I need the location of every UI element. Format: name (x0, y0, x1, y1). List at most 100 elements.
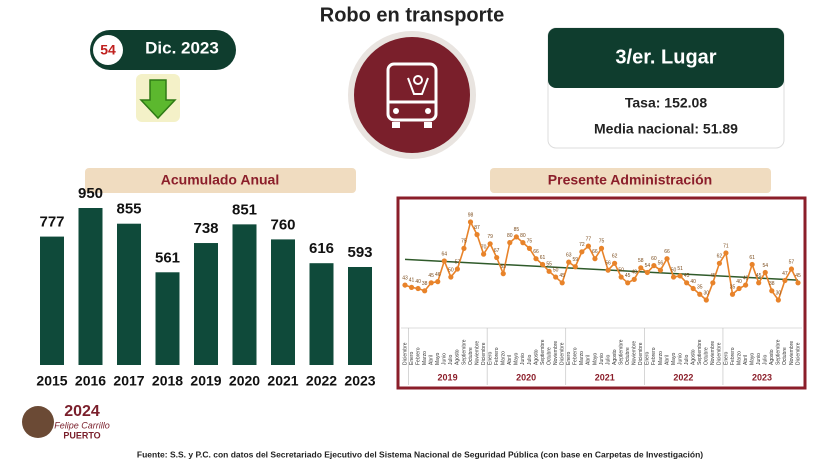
value-label: 45 (756, 273, 762, 279)
value-label: 54 (762, 263, 768, 269)
x-tick-label: Abril (586, 355, 592, 365)
data-point (618, 274, 624, 280)
logo-line: Felipe Carrillo (54, 420, 110, 430)
badge-circle (93, 35, 123, 65)
data-point (415, 285, 421, 292)
x-tick-label: 2020 (229, 373, 260, 389)
value-label: 45 (795, 273, 801, 279)
data-point (736, 285, 742, 292)
bar (117, 223, 141, 365)
data-point (546, 268, 552, 274)
data-point (402, 282, 408, 288)
value-label: 56 (605, 261, 611, 267)
bar (271, 239, 295, 365)
value-label: 54 (645, 263, 651, 269)
data-point (533, 256, 539, 262)
data-point (782, 277, 788, 284)
data-point (664, 256, 670, 262)
year-label: 2020 (516, 372, 536, 382)
data-point (461, 245, 467, 251)
x-tick-label: Octubre (546, 347, 552, 365)
x-tick-label: Diciembre (717, 342, 723, 365)
bar (40, 236, 64, 365)
data-point (481, 251, 487, 257)
data-point (788, 266, 795, 272)
x-tick-label: Julio (684, 354, 690, 365)
value-label: 80 (507, 233, 513, 239)
x-tick-label: Marzo (422, 351, 428, 365)
data-point (605, 267, 611, 273)
year-label: 2022 (673, 372, 693, 382)
x-tick-label: Marzo (579, 351, 585, 365)
trend-line (404, 258, 799, 281)
x-tick-label: Abril (507, 355, 513, 365)
value-label: 616 (309, 240, 334, 257)
value-label: 45 (559, 273, 565, 279)
x-tick-label: Febrero (415, 347, 421, 365)
value-label: 55 (546, 262, 552, 268)
x-tick-label: Noviembre (710, 341, 716, 365)
data-point (566, 259, 572, 265)
value-label: 80 (520, 233, 526, 239)
data-point (775, 297, 781, 303)
x-tick-label: Mayo (749, 353, 755, 365)
value-label: 57 (789, 259, 795, 265)
value-label: 561 (155, 249, 180, 266)
x-tick-label: Septiembre (540, 339, 546, 365)
x-tick-label: Abril (743, 355, 749, 365)
x-tick-label: 2023 (344, 373, 375, 389)
x-tick-label: Enero (566, 351, 572, 365)
bar-chart-title: Acumulado Anual (161, 172, 280, 188)
down-arrow-icon (136, 74, 180, 122)
x-tick-label: Noviembre (789, 341, 795, 365)
value-label: 53 (500, 264, 506, 270)
x-tick-label: Agosto (691, 349, 697, 365)
x-tick-label: Julio (605, 354, 611, 365)
data-point (749, 261, 755, 268)
x-tick-label: Mayo (514, 353, 520, 365)
value-label: 98 (468, 212, 474, 218)
logo: 2024 Felipe Carrillo PUERTO (22, 403, 110, 440)
value-label: 40 (415, 279, 421, 285)
data-point (716, 260, 723, 266)
value-label: 67 (494, 248, 500, 254)
period: Dic. 2023 (145, 38, 219, 57)
x-tick-label: Noviembre (474, 341, 480, 365)
x-tick-label: 2021 (267, 373, 298, 389)
data-point (520, 240, 526, 246)
value-label: 45 (684, 273, 690, 279)
value-label: 48 (631, 270, 637, 276)
x-tick-label: Mayo (671, 353, 677, 365)
period-badge (90, 30, 236, 70)
x-tick-label: Marzo (658, 351, 664, 365)
data-point (553, 274, 559, 280)
value-label: 56 (658, 261, 664, 267)
x-tick-label: Marzo (501, 351, 507, 365)
value-label: 50 (553, 267, 559, 273)
year-label: 2019 (438, 372, 458, 382)
value-label: 61 (749, 255, 755, 261)
data-point (467, 219, 474, 225)
data-point (539, 261, 546, 268)
line-chart-title: Presente Administración (548, 172, 712, 188)
data-point (690, 285, 696, 292)
data-point (513, 234, 519, 240)
x-tick-label: Julio (763, 354, 769, 365)
value-label: 43 (402, 275, 408, 281)
data-point (762, 269, 768, 276)
data-point (448, 274, 454, 280)
x-tick-label: Septiembre (776, 339, 782, 365)
data-point (638, 265, 644, 271)
data-point (572, 264, 578, 270)
value-label: 30 (776, 290, 782, 296)
year-label: 2023 (752, 372, 772, 382)
x-tick-label: Diciembre (402, 342, 408, 365)
value-label: 62 (612, 254, 618, 260)
x-tick-label: Mayo (592, 353, 598, 365)
data-point (408, 284, 415, 290)
data-point (684, 280, 690, 286)
bar (232, 224, 257, 365)
value-label: 75 (599, 239, 605, 245)
value-label: 35 (697, 285, 703, 291)
data-point (435, 279, 441, 285)
